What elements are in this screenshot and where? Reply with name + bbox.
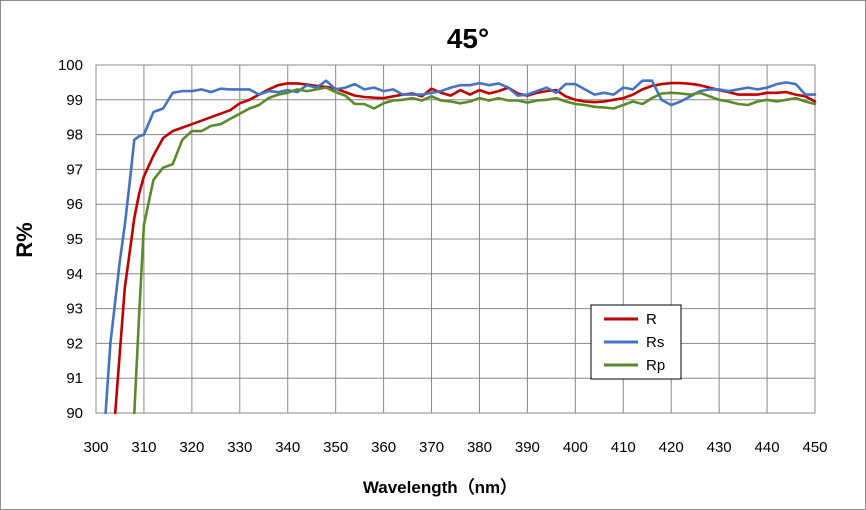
x-tick-label-350: 350 <box>323 439 348 456</box>
x-tick-labels: 300 310 320 330 340 350 360 370 380 390 400 410 420 4… <box>83 439 827 456</box>
y-tick-label-92: 92 <box>66 335 83 352</box>
y-tick-label-98: 98 <box>66 127 83 144</box>
y-axis-label: R% <box>12 222 37 257</box>
x-tick-label-410: 410 <box>611 439 636 456</box>
x-tick-label-380: 380 <box>467 439 492 456</box>
series-line-r <box>113 81 817 415</box>
y-tick-label-97: 97 <box>66 161 83 178</box>
plot-border <box>95 64 816 414</box>
legend-label-rs: Rs <box>646 334 664 351</box>
x-tick-label-420: 420 <box>659 439 684 456</box>
chart-title: 45° <box>447 23 489 54</box>
x-tick-label-370: 370 <box>419 439 444 456</box>
x-tick-label-360: 360 <box>371 439 396 456</box>
x-tick-label-450: 450 <box>802 439 827 456</box>
series-line-rs <box>104 79 817 415</box>
legend: R Rs Rp <box>590 304 682 380</box>
y-tick-label-90: 90 <box>66 405 83 422</box>
y-tick-label-96: 96 <box>66 196 83 213</box>
plot-area <box>95 64 816 414</box>
x-tick-label-320: 320 <box>179 439 204 456</box>
y-tick-label-99: 99 <box>66 92 83 109</box>
y-tick-label-94: 94 <box>66 266 83 283</box>
legend-label-rp: Rp <box>646 357 665 374</box>
x-tick-label-330: 330 <box>227 439 252 456</box>
x-tick-label-310: 310 <box>131 439 156 456</box>
x-tick-label-390: 390 <box>515 439 540 456</box>
x-tick-label-340: 340 <box>275 439 300 456</box>
y-tick-label-100: 100 <box>58 57 83 74</box>
y-tick-label-93: 93 <box>66 301 83 318</box>
x-tick-label-440: 440 <box>755 439 780 456</box>
y-tick-labels: 90 91 92 93 94 95 96 97 98 99 100 <box>58 57 83 422</box>
x-axis-label: Wavelength（nm） <box>363 477 517 497</box>
series-lines <box>104 79 817 415</box>
x-tick-label-430: 430 <box>707 439 732 456</box>
y-tick-label-95: 95 <box>66 231 83 248</box>
x-tick-label-400: 400 <box>563 439 588 456</box>
legend-label-r: R <box>646 311 657 328</box>
x-tick-label-300: 300 <box>83 439 108 456</box>
grid <box>95 64 816 414</box>
series-line-rp <box>133 86 817 415</box>
y-tick-label-91: 91 <box>66 370 83 387</box>
